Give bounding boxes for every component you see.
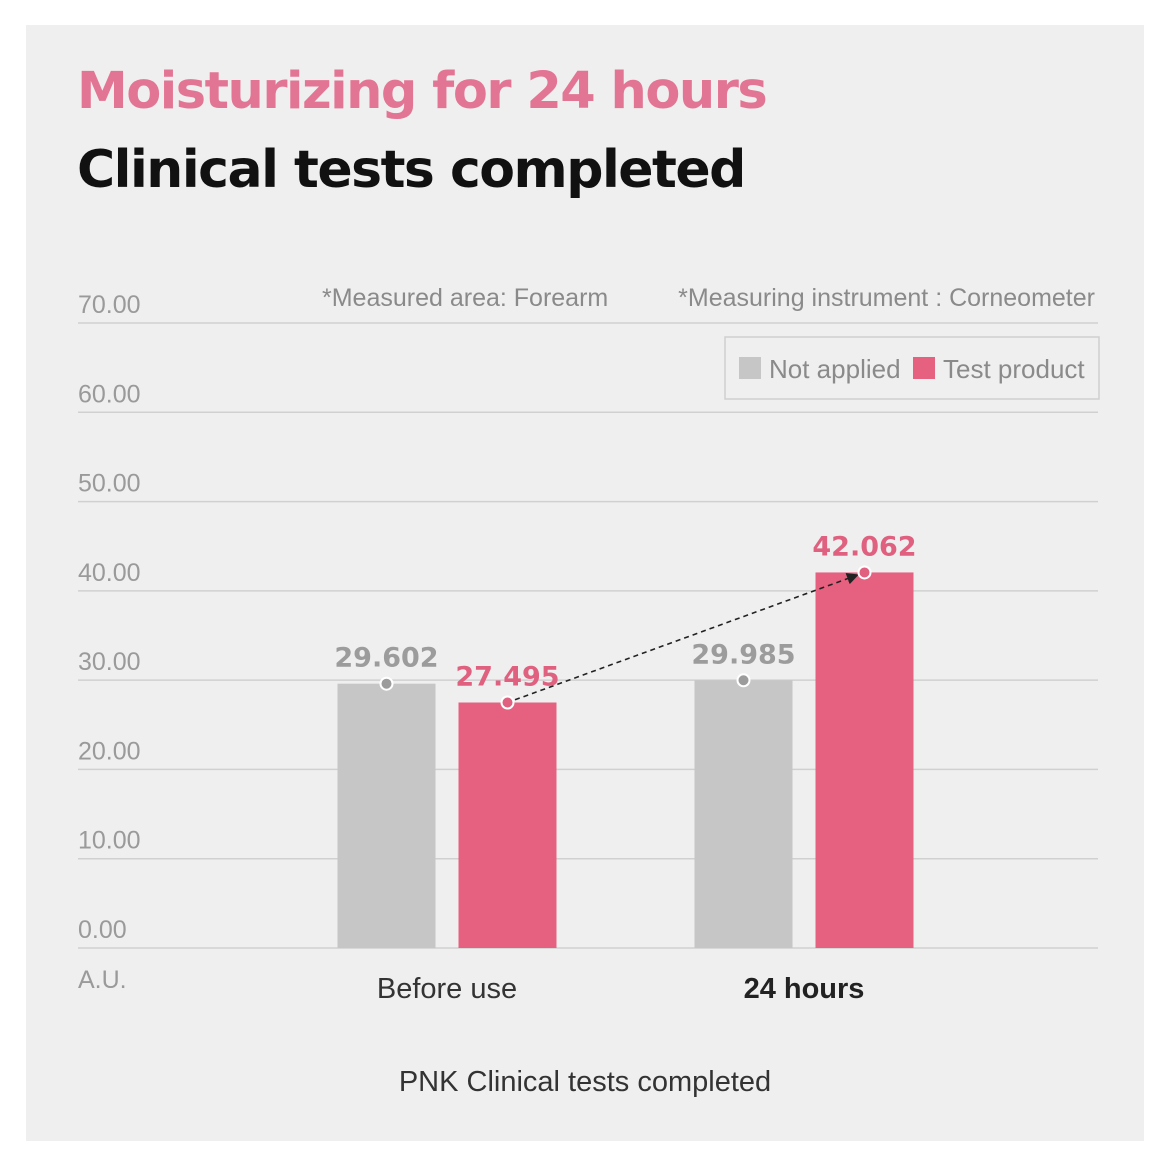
legend-label-test-product: Test product xyxy=(943,354,1085,384)
y-tick-label-3: 30.00 xyxy=(78,648,141,676)
footer-caption: PNK Clinical tests completed xyxy=(398,1066,772,1098)
x-category-label-1: 24 hours xyxy=(744,973,865,1005)
y-tick-label-2: 20.00 xyxy=(78,737,141,765)
trend-arrow xyxy=(514,572,859,701)
legend-box xyxy=(724,336,1100,400)
point-marker-1-0 xyxy=(500,695,515,710)
y-tick-label-4: 40.00 xyxy=(78,559,141,587)
y-tick-label-1: 10.00 xyxy=(78,827,141,855)
data-label-test-product-0: 27.495 xyxy=(455,662,559,693)
data-label-not-applied-0: 29.602 xyxy=(334,643,438,674)
legend-swatch-test-product xyxy=(913,357,935,379)
y-tick-label-6: 60.00 xyxy=(78,380,141,408)
bar-not-applied-0 xyxy=(337,683,436,948)
point-marker-0-0 xyxy=(379,676,394,691)
y-tick-label-0: 0.00 xyxy=(78,916,127,944)
note-measured-area: *Measured area: Forearm xyxy=(322,284,608,312)
data-label-test-product-1: 42.062 xyxy=(812,531,916,562)
x-category-label-0: Before use xyxy=(377,973,517,1005)
y-tick-label-7: 70.00 xyxy=(78,291,141,319)
y-tick-label-5: 50.00 xyxy=(78,470,141,498)
point-marker-1-1 xyxy=(857,565,872,580)
bar-test-product-1 xyxy=(815,572,914,948)
chart-subtitle: Clinical tests completed xyxy=(77,140,746,200)
y-axis-unit-label: A.U. xyxy=(78,966,127,994)
chart-panel xyxy=(26,25,1144,1141)
legend-label-not-applied: Not applied xyxy=(769,354,901,384)
bar-not-applied-1 xyxy=(694,680,793,948)
point-marker-0-1 xyxy=(736,673,751,688)
data-label-not-applied-1: 29.985 xyxy=(691,639,795,670)
bar-test-product-0 xyxy=(458,702,557,948)
note-measuring-instrument: *Measuring instrument : Corneometer xyxy=(678,284,1095,312)
legend: Not applied Test product xyxy=(724,336,1100,400)
chart-title: Moisturizing for 24 hours xyxy=(77,62,768,121)
legend-swatch-not-applied xyxy=(739,357,761,379)
